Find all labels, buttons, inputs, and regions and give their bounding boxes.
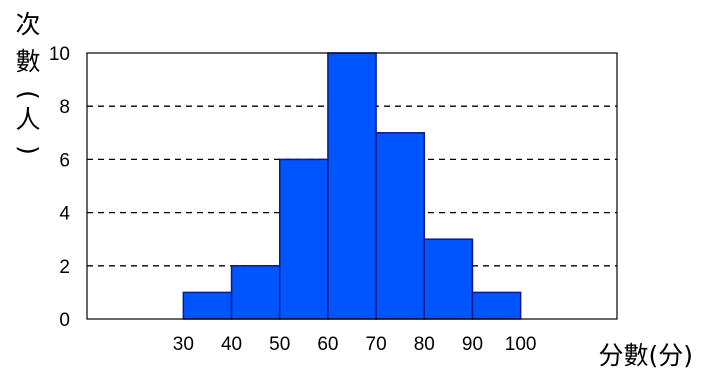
histogram-bar [471,291,522,320]
x-tick-label: 30 [173,334,194,355]
bars [182,52,522,320]
y-tick-label: 6 [59,150,70,171]
y-axis-title-char-4: ) [14,145,43,155]
y-tick-label: 0 [59,310,70,331]
histogram-bar [375,132,426,320]
y-tick-label: 8 [59,97,70,118]
histogram-bar [230,265,281,320]
y-axis-title-char-1: 數 [15,47,40,76]
y-axis-title-char-0: 次 [15,10,40,39]
y-axis-title-char-2: ( [14,90,43,100]
x-tick-label: 60 [317,334,338,355]
x-tick-label: 80 [414,334,435,355]
histogram-bar [182,291,233,320]
y-tick-label: 4 [59,204,70,225]
histogram-bar [327,52,377,320]
x-tick-labels: 30 40 50 60 70 80 90 100 [173,334,537,355]
x-tick-label: 100 [505,334,537,355]
x-tick-label: 40 [221,334,242,355]
y-axis-title-char-3: 人 [15,105,40,134]
x-axis-title: 分數(分) [598,341,693,370]
x-tick-label: 70 [366,334,387,355]
x-tick-label: 90 [462,334,483,355]
plot-frame [86,52,618,320]
y-tick-label: 10 [49,44,70,65]
y-tick-labels: 0 2 4 6 8 10 [49,44,71,331]
histogram-bar [278,158,329,320]
histogram-bar [423,238,474,320]
x-tick-label: 50 [269,334,290,355]
y-tick-label: 2 [59,257,70,278]
